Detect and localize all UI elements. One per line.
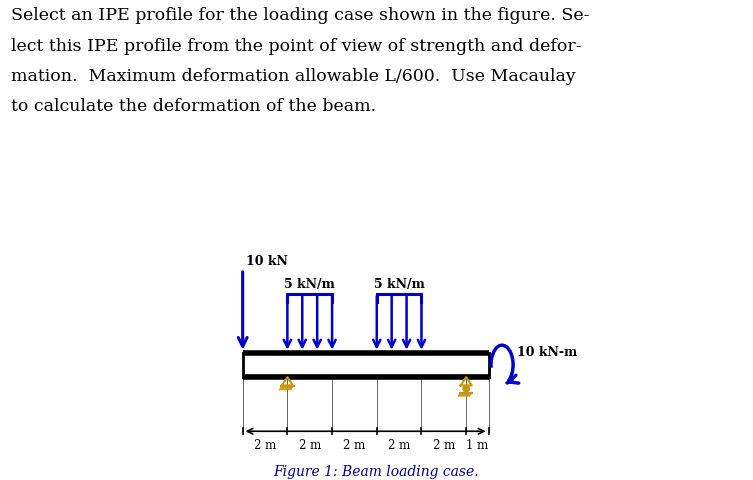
Circle shape	[463, 385, 469, 392]
Text: mation.  Maximum deformation allowable L/600.  Use Macaulay: mation. Maximum deformation allowable L/…	[11, 68, 576, 84]
Text: 10 kN-m: 10 kN-m	[517, 345, 577, 358]
Text: 2 m: 2 m	[388, 438, 410, 451]
Text: 10 kN: 10 kN	[246, 254, 288, 267]
Text: 5 kN/m: 5 kN/m	[373, 277, 425, 290]
Bar	[242, 353, 489, 377]
Text: 1 m: 1 m	[466, 438, 489, 451]
Text: Figure 1: Beam loading case.: Figure 1: Beam loading case.	[273, 464, 480, 478]
Text: to calculate the deformation of the beam.: to calculate the deformation of the beam…	[11, 98, 376, 115]
Text: 2 m: 2 m	[343, 438, 365, 451]
Text: 5 kN/m: 5 kN/m	[285, 277, 335, 290]
Text: 2 m: 2 m	[254, 438, 276, 451]
Text: 2 m: 2 m	[433, 438, 455, 451]
Text: lect this IPE profile from the point of view of strength and defor-: lect this IPE profile from the point of …	[11, 37, 582, 54]
Text: 2 m: 2 m	[299, 438, 321, 451]
Text: Select an IPE profile for the loading case shown in the figure. Se-: Select an IPE profile for the loading ca…	[11, 7, 590, 24]
